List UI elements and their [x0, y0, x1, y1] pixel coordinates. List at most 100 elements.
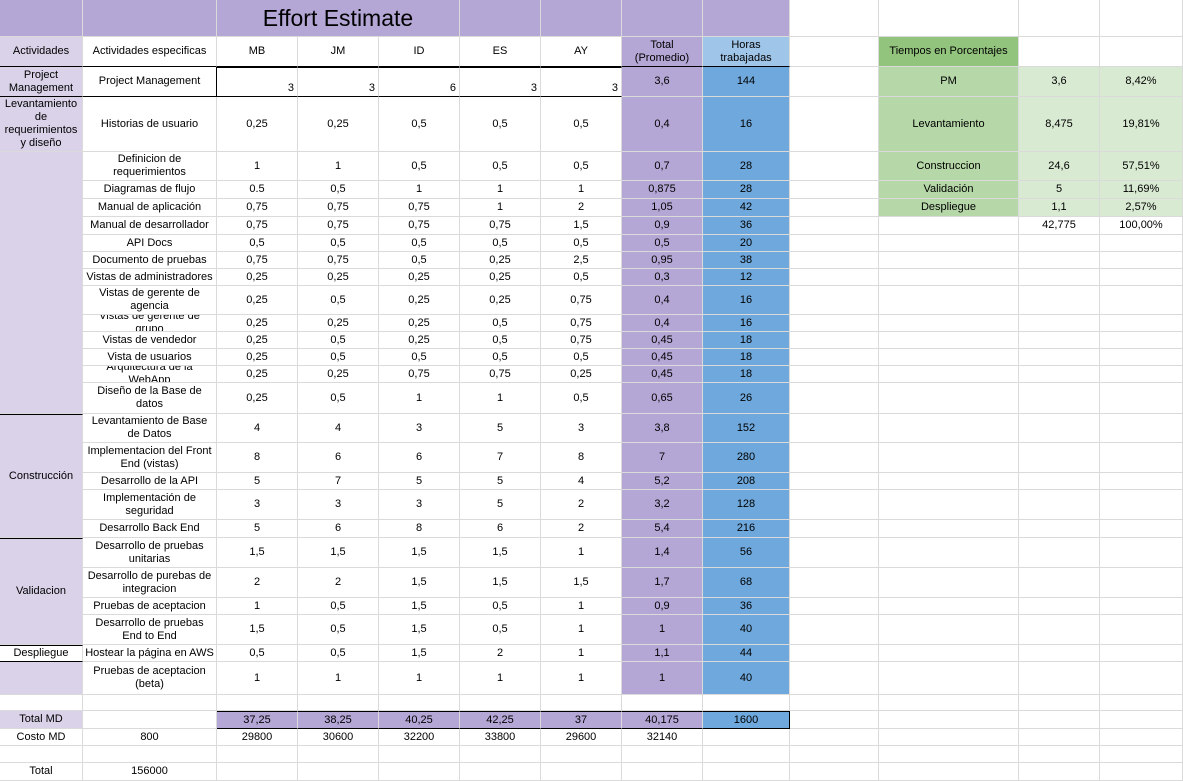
percent-share[interactable]: 57,51% — [1100, 152, 1183, 181]
estimate-value[interactable]: 5 — [460, 490, 541, 520]
empty-cell[interactable] — [790, 538, 879, 568]
activity-name[interactable]: Pruebas de aceptacion — [83, 598, 217, 615]
empty-cell[interactable] — [1100, 37, 1183, 67]
average-value[interactable]: 0,875 — [622, 181, 703, 199]
empty-cell[interactable] — [790, 332, 879, 349]
estimate-value[interactable]: 1,5 — [298, 538, 379, 568]
empty-cell[interactable] — [1100, 0, 1183, 37]
estimate-value[interactable]: 0,25 — [460, 269, 541, 286]
empty-cell[interactable] — [1019, 473, 1100, 490]
empty-cell[interactable] — [790, 0, 879, 37]
hours-value[interactable]: 40 — [703, 615, 790, 645]
total-md-label[interactable]: Total MD — [0, 711, 83, 729]
estimate-value[interactable]: 0,5 — [379, 97, 460, 152]
estimate-value[interactable]: 0,75 — [460, 217, 541, 235]
estimate-value[interactable]: 3 — [298, 490, 379, 520]
hours-value[interactable]: 68 — [703, 568, 790, 598]
hours-value[interactable]: 18 — [703, 332, 790, 349]
estimate-value[interactable]: 0,25 — [217, 315, 298, 332]
empty-cell[interactable] — [298, 695, 379, 711]
average-value[interactable]: 0,3 — [622, 269, 703, 286]
empty-cell[interactable] — [1019, 711, 1100, 729]
empty-cell[interactable] — [83, 746, 217, 763]
estimate-value[interactable]: 1 — [541, 181, 622, 199]
empty-cell[interactable] — [790, 645, 879, 662]
hours-value[interactable]: 36 — [703, 598, 790, 615]
empty-cell[interactable] — [790, 269, 879, 286]
estimate-value[interactable]: 5 — [460, 473, 541, 490]
estimate-value[interactable]: 0,5 — [460, 598, 541, 615]
estimate-value[interactable]: 1,5 — [379, 538, 460, 568]
empty-cell[interactable] — [790, 199, 879, 217]
activity-name[interactable]: Manual de aplicación — [83, 199, 217, 217]
empty-cell[interactable] — [1019, 746, 1100, 763]
empty-cell[interactable] — [790, 235, 879, 252]
estimate-value[interactable]: 0,75 — [541, 286, 622, 315]
empty-cell[interactable] — [0, 695, 83, 711]
empty-cell[interactable] — [1019, 662, 1100, 695]
estimate-value[interactable]: 0,25 — [298, 269, 379, 286]
estimate-value[interactable]: 1 — [379, 383, 460, 414]
estimate-value[interactable]: 5 — [217, 520, 298, 538]
empty-cell[interactable] — [460, 746, 541, 763]
activity-name[interactable]: Manual de desarrollador — [83, 217, 217, 235]
estimate-value[interactable]: 3 — [217, 490, 298, 520]
estimate-value[interactable]: 6 — [460, 520, 541, 538]
empty-cell[interactable] — [790, 414, 879, 443]
empty-cell[interactable] — [879, 763, 1019, 781]
estimate-value[interactable]: 5 — [217, 473, 298, 490]
empty-cell[interactable] — [1100, 252, 1183, 269]
activity-name[interactable]: Implementacion del Front End (vistas) — [83, 443, 217, 473]
column-header[interactable]: JM — [298, 37, 379, 67]
costo-md-value[interactable]: 32140 — [622, 729, 703, 746]
total-md-value[interactable]: 37 — [541, 711, 622, 729]
total-md-value[interactable]: 38,25 — [298, 711, 379, 729]
estimate-value[interactable]: 0,75 — [298, 199, 379, 217]
empty-cell[interactable] — [790, 37, 879, 67]
costo-md-value[interactable]: 29800 — [217, 729, 298, 746]
percent-share[interactable]: 19,81% — [1100, 97, 1183, 152]
activity-name[interactable]: Definicion de requerimientos — [83, 152, 217, 181]
empty-cell[interactable] — [1019, 598, 1100, 615]
empty-cell[interactable] — [790, 286, 879, 315]
empty-cell[interactable] — [790, 490, 879, 520]
empty-cell[interactable] — [622, 763, 703, 781]
column-header[interactable]: Actividades — [0, 37, 83, 67]
percent-share[interactable]: 8,42% — [1100, 67, 1183, 97]
empty-cell[interactable] — [879, 729, 1019, 746]
activity-name[interactable]: Diseño de la Base de datos — [83, 383, 217, 414]
empty-cell[interactable] — [83, 711, 217, 729]
empty-cell[interactable] — [460, 763, 541, 781]
empty-cell[interactable] — [879, 473, 1019, 490]
estimate-value[interactable]: 0,75 — [298, 217, 379, 235]
empty-cell[interactable] — [1019, 490, 1100, 520]
costo-md-value[interactable]: 29600 — [541, 729, 622, 746]
costo-md-value[interactable]: 32200 — [379, 729, 460, 746]
percent-share[interactable]: 2,57% — [1100, 199, 1183, 217]
empty-cell[interactable] — [1019, 0, 1100, 37]
empty-cell[interactable] — [1019, 286, 1100, 315]
empty-cell[interactable] — [790, 615, 879, 645]
column-header[interactable]: Total (Promedio) — [622, 37, 703, 67]
empty-cell[interactable] — [379, 763, 460, 781]
hours-value[interactable]: 26 — [703, 383, 790, 414]
empty-cell[interactable] — [879, 315, 1019, 332]
empty-cell[interactable] — [1100, 366, 1183, 383]
estimate-value[interactable]: 0,75 — [460, 366, 541, 383]
empty-cell[interactable] — [1100, 763, 1183, 781]
estimate-value[interactable]: 6 — [298, 443, 379, 473]
estimate-value[interactable]: 0,5 — [379, 152, 460, 181]
hours-value[interactable]: 18 — [703, 366, 790, 383]
estimate-value[interactable]: 1,5 — [217, 615, 298, 645]
estimate-value[interactable]: 0,25 — [217, 286, 298, 315]
group-label-validacion[interactable]: Validacion — [0, 538, 83, 645]
empty-cell[interactable] — [298, 746, 379, 763]
total-md-value[interactable]: 42,25 — [460, 711, 541, 729]
estimate-value[interactable]: 0,5 — [298, 383, 379, 414]
estimate-value[interactable]: 6 — [298, 520, 379, 538]
estimate-value[interactable]: 2 — [298, 568, 379, 598]
estimate-value[interactable]: 1,5 — [379, 568, 460, 598]
empty-cell[interactable] — [703, 729, 790, 746]
estimate-value[interactable]: 1,5 — [541, 217, 622, 235]
hours-value[interactable]: 16 — [703, 286, 790, 315]
